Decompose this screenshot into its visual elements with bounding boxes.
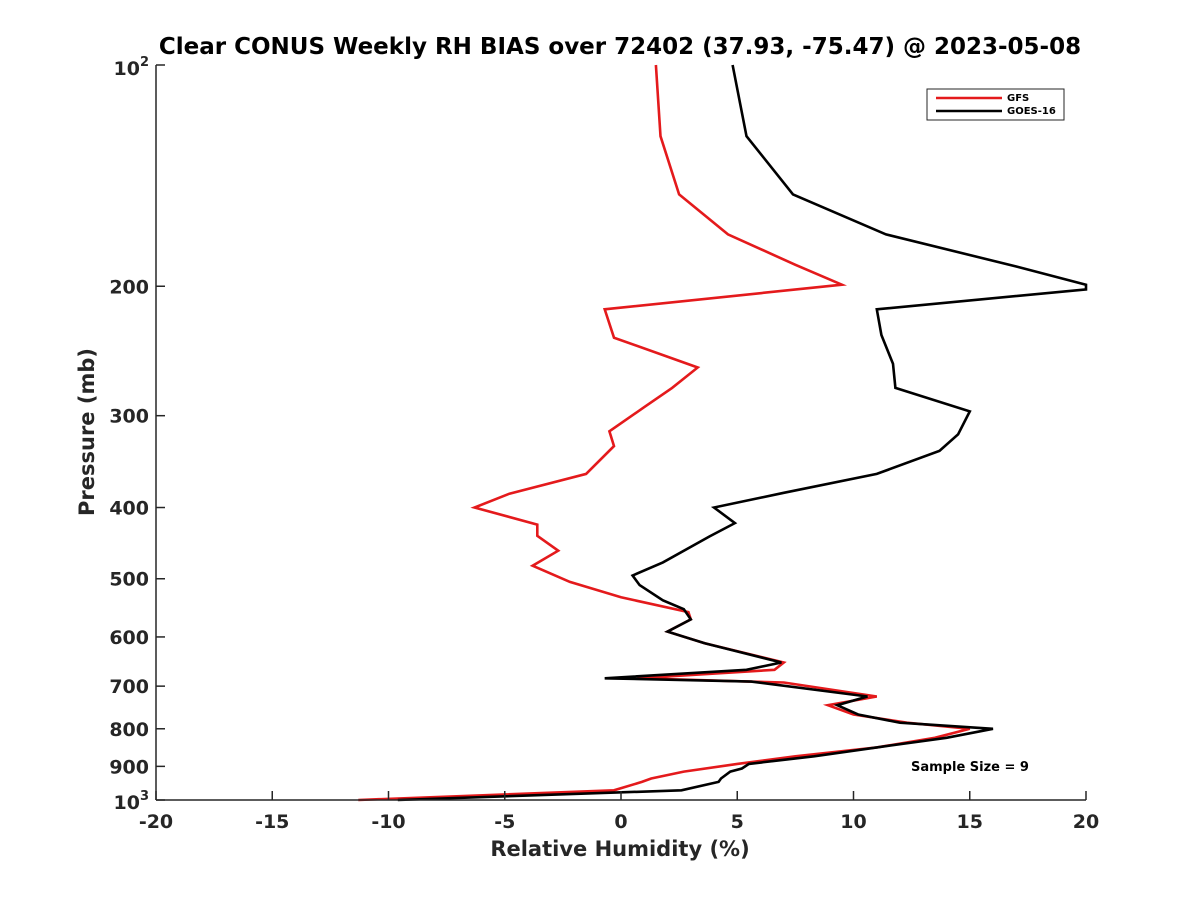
x-tick-label: 0 [614,811,627,833]
x-tick-label: 10 [840,811,866,833]
x-ticks: -20 -15 -10 -5 0 5 10 15 20 [139,791,1099,833]
x-tick-label: -5 [494,811,515,833]
x-axis-label: Relative Humidity (%) [490,837,749,861]
legend-label-goes16: GOES-16 [1007,106,1056,117]
x-tick-label: 5 [731,811,744,833]
y-tick-label: 800 [109,719,149,741]
y-tick-label: 700 [109,676,149,698]
chart-title: Clear CONUS Weekly RH BIAS over 72402 (3… [159,34,1081,60]
y-axis: 200 300 400 500 600 700 800 900 102 103 [109,55,165,814]
sample-size-note: Sample Size = 9 [911,760,1029,775]
x-axis: -20 -15 -10 -5 0 5 10 15 20 [139,791,1099,833]
y-tick-label: 900 [109,756,149,778]
series-line-goes16 [397,64,1088,802]
y-tick-label-bottom: 103 [114,789,150,814]
y-axis-label: Pressure (mb) [75,348,99,516]
legend: GFS GOES-16 [926,88,1065,121]
y-tick-label: 300 [109,406,149,428]
y-tick-label: 400 [109,498,149,520]
legend-box [926,88,1065,121]
y-tick-label: 500 [109,569,149,591]
series-line-gfs [358,64,971,802]
x-tick-label: 20 [1073,811,1099,833]
y-tick-label: 600 [109,627,149,649]
x-tick-label: -10 [371,811,405,833]
y-ticks: 200 300 400 500 600 700 800 900 [109,64,165,801]
y-tick-label: 200 [109,276,149,298]
x-tick-label: -20 [139,811,173,833]
x-tick-label: -15 [255,811,289,833]
legend-label-gfs: GFS [1007,93,1029,104]
y-tick-label-top: 102 [114,55,150,80]
series-lines [358,64,1088,802]
x-tick-label: 15 [957,811,983,833]
